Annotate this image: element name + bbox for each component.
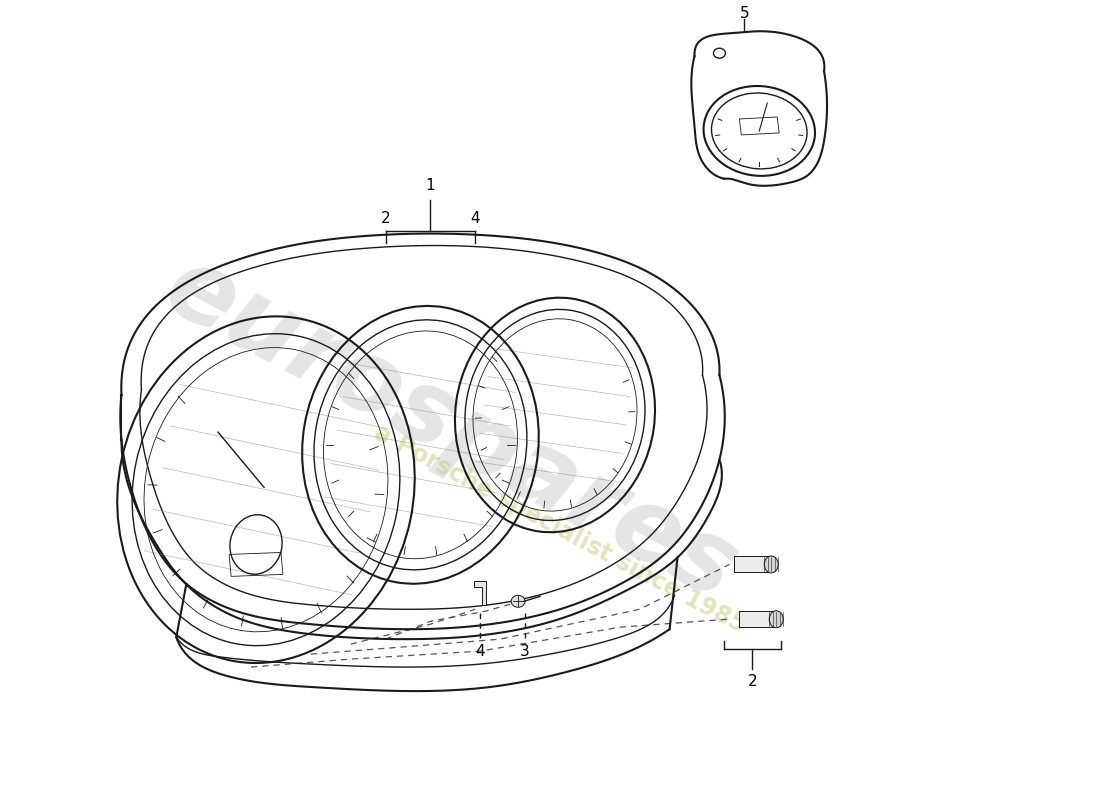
- Polygon shape: [735, 557, 769, 572]
- Text: a Porsche specialist since 1985: a Porsche specialist since 1985: [371, 421, 749, 638]
- Text: 3: 3: [520, 644, 530, 658]
- Ellipse shape: [769, 610, 783, 628]
- Text: 2: 2: [748, 674, 757, 689]
- Text: 5: 5: [739, 6, 749, 21]
- Polygon shape: [474, 582, 486, 606]
- Text: 2: 2: [381, 211, 390, 226]
- Text: 1: 1: [426, 178, 436, 194]
- Ellipse shape: [764, 556, 778, 573]
- Text: eurospares: eurospares: [148, 238, 752, 622]
- Ellipse shape: [512, 595, 525, 607]
- Polygon shape: [739, 611, 774, 627]
- Text: 4: 4: [471, 211, 480, 226]
- Text: 4: 4: [475, 644, 485, 658]
